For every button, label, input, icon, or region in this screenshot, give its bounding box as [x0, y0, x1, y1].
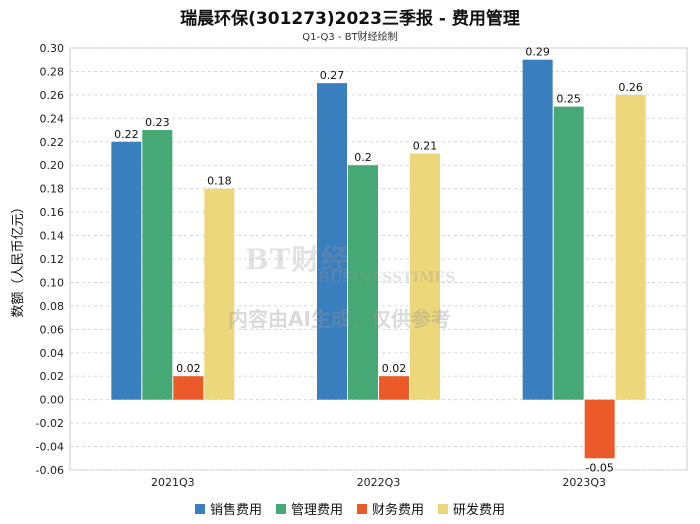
bar [142, 130, 173, 400]
legend-item: 销售费用 [194, 499, 262, 518]
y-tick-label: 0.18 [40, 183, 65, 196]
y-tick-label: 0.00 [40, 394, 65, 407]
y-tick-label: 0.14 [40, 230, 65, 243]
y-tick-label: 0.08 [40, 300, 65, 313]
chart-subtitle: Q1-Q3 - BT财经绘制 [302, 32, 398, 43]
legend-item: 研发费用 [438, 499, 505, 518]
data-label: 0.21 [413, 140, 438, 153]
bar [348, 165, 378, 400]
data-label: 0.26 [618, 81, 643, 94]
y-tick-label: 0.24 [40, 112, 65, 125]
y-tick-label: 0.02 [40, 370, 65, 383]
data-label: 0.02 [176, 362, 201, 375]
legend-label: 管理费用 [290, 503, 343, 518]
legend-swatch [357, 503, 367, 514]
legend-item: 财务费用 [357, 499, 424, 518]
bar [173, 376, 204, 400]
bar [317, 83, 347, 400]
data-label: 0.18 [207, 175, 232, 188]
bar [584, 399, 615, 459]
data-label: 0.23 [145, 116, 170, 129]
legend-swatch [275, 503, 286, 514]
bar [410, 153, 440, 400]
x-tick-label: 2021Q3 [151, 476, 195, 489]
y-tick-label: 0.06 [40, 323, 65, 336]
bar [615, 94, 646, 400]
data-label: 0.27 [320, 69, 345, 82]
y-tick-label: 0.26 [40, 89, 65, 102]
legend-swatch [194, 503, 205, 514]
data-label: 0.22 [114, 128, 139, 141]
watermark-logo-sub: BUSINESSTIMES [318, 270, 456, 286]
x-tick-label: 2022Q3 [357, 476, 401, 489]
bar [379, 376, 409, 400]
y-tick-label: 0.20 [40, 159, 65, 172]
bar [553, 106, 584, 400]
y-tick-label: 0.22 [40, 136, 65, 149]
y-tick-label: 0.12 [40, 253, 65, 266]
watermark-note: 内容由AI生成，仅供参考 [228, 307, 451, 331]
y-tick-label: 0.28 [40, 65, 65, 78]
watermark-logo: BT财经 [245, 243, 350, 276]
legend-label: 财务费用 [372, 503, 425, 518]
y-tick-label: 0.04 [40, 347, 65, 360]
data-label: 0.29 [525, 46, 550, 59]
y-tick-label: -0.02 [36, 417, 64, 430]
y-tick-label: 0.16 [40, 206, 65, 219]
legend-label: 销售费用 [209, 503, 262, 518]
data-label: 0.02 [382, 362, 407, 375]
bar [111, 141, 142, 400]
bar [522, 59, 553, 400]
data-label: 0.25 [556, 93, 581, 106]
y-tick-label: 0.30 [40, 42, 65, 55]
x-tick-label: 2023Q3 [562, 476, 606, 489]
legend-item: 管理费用 [275, 499, 343, 518]
y-tick-label: -0.06 [36, 464, 64, 477]
y-tick-label: 0.10 [40, 276, 65, 289]
data-label: 0.2 [354, 151, 372, 164]
legend-swatch [438, 503, 449, 514]
data-label: -0.05 [585, 461, 613, 474]
bar [204, 188, 235, 400]
y-tick-label: -0.04 [36, 441, 64, 454]
legend-label: 研发费用 [453, 503, 506, 518]
chart-title: 瑞晨环保(301273)2023三季报 - 费用管理 [180, 9, 520, 29]
chart-legend: 销售费用 管理费用 财务费用 研发费用 [0, 499, 700, 518]
y-axis-label: 数额（人民币亿元） [11, 200, 26, 317]
